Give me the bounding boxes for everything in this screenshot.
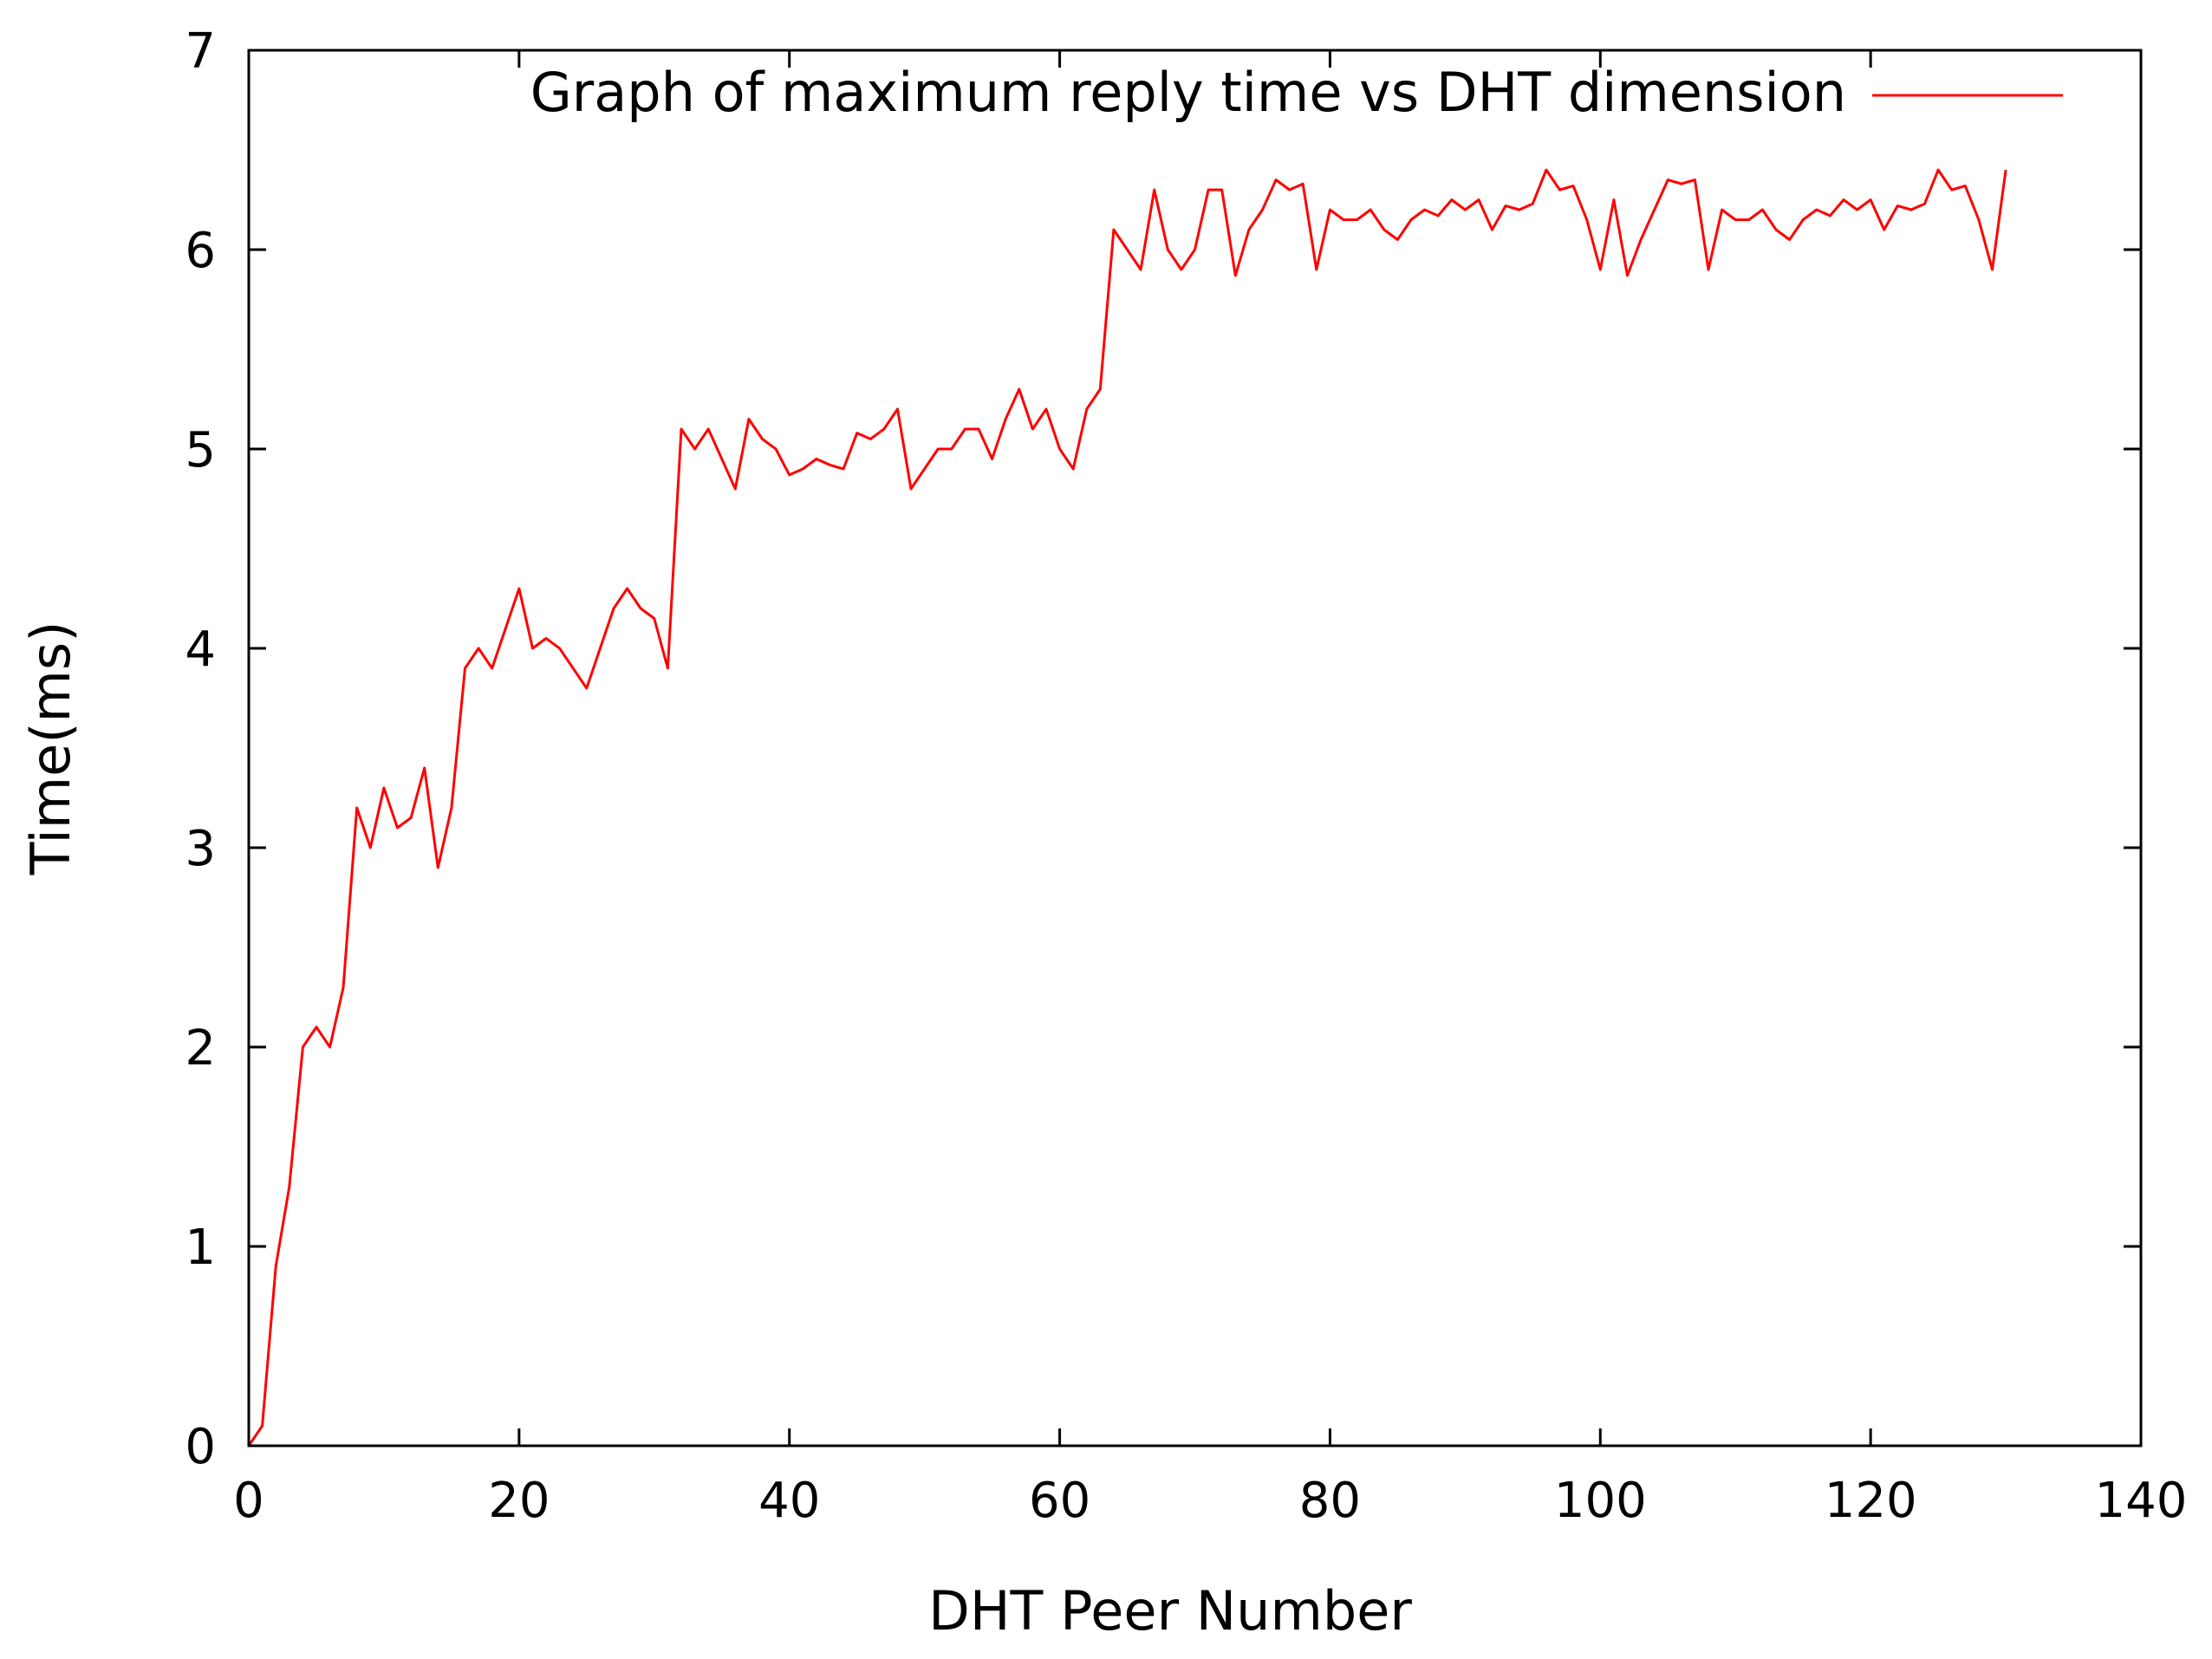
y-tick-label: 1 [185,1220,216,1276]
x-tick-label: 40 [758,1473,820,1529]
y-tick-label: 7 [185,23,216,80]
legend-label: Graph of maximum reply time vs DHT dimen… [530,61,1846,124]
x-tick-label: 140 [2095,1473,2188,1529]
x-tick-label: 20 [488,1473,550,1529]
x-tick-label: 60 [1029,1473,1090,1529]
legend: Graph of maximum reply time vs DHT dimen… [530,61,2063,124]
y-tick-label: 6 [185,223,216,279]
y-tick-label: 0 [185,1419,216,1475]
y-tick-label: 4 [185,621,216,678]
y-tick-labels: 0 1 2 3 4 5 6 7 [185,23,216,1475]
plot-frame [247,49,2143,1448]
series-line [247,168,2007,1447]
y-tick-label: 2 [185,1020,216,1077]
x-tick-label: 100 [1554,1473,1647,1529]
x-tick-label: 120 [1825,1473,1917,1529]
y-tick-label: 3 [185,821,216,877]
x-axis-label: DHT Peer Number [928,1579,1412,1643]
y-axis-label: Time(ms) [19,621,82,876]
x-tick-label: 80 [1299,1473,1361,1529]
x-tick-labels: 0 20 40 60 80 100 120 140 [233,1473,2187,1529]
x-tick-label: 0 [233,1473,264,1529]
y-tick-label: 5 [185,422,216,478]
